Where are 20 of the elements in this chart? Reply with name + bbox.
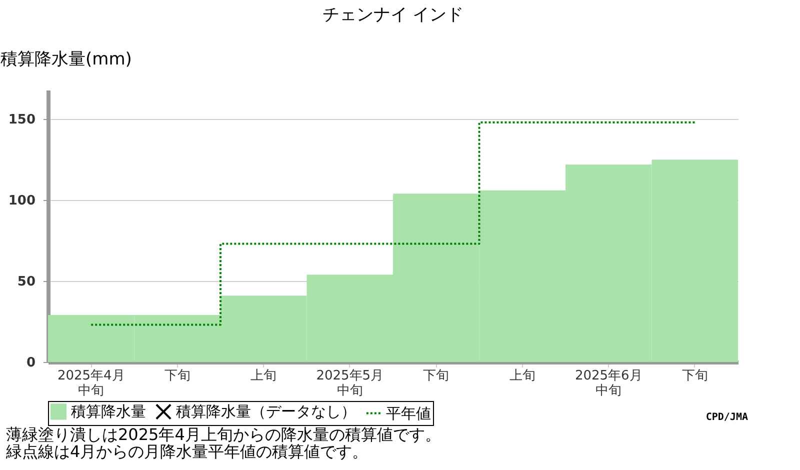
x-tick-label: 上旬 xyxy=(509,368,536,384)
legend-label: 積算降水量（データなし） xyxy=(176,402,356,421)
y-tick-label: 50 xyxy=(17,274,36,290)
x-tick-label: 下旬 xyxy=(682,368,708,384)
x-tick-label: 2025年4月中旬 xyxy=(57,368,125,398)
chart-title: チェンナイ インド xyxy=(322,5,464,25)
x-tick-label: 下旬 xyxy=(164,368,190,384)
legend-label: 積算降水量 xyxy=(71,402,146,421)
legend-label: 平年値 xyxy=(386,404,431,422)
x-tick-label: 2025年5月中旬 xyxy=(316,368,384,398)
y-tick-label: 100 xyxy=(8,194,36,209)
text: 緑点線は4月からの月降水量平年値の積算値です。 xyxy=(6,442,370,461)
x-tick-label: 2025年6月中旬 xyxy=(574,368,642,398)
y-tick-label: 150 xyxy=(8,112,36,128)
y-tick-label: 0 xyxy=(26,356,36,370)
x-tick-label: 上旬 xyxy=(250,368,277,384)
text: 薄緑塗り潰しは2025年4月上旬からの降水量の積算値です。 xyxy=(6,425,442,444)
text: CPD/JMA xyxy=(706,412,748,423)
x-tick-label: 下旬 xyxy=(423,368,450,384)
y-axis-title: 積算降水量(mm) xyxy=(0,50,132,70)
